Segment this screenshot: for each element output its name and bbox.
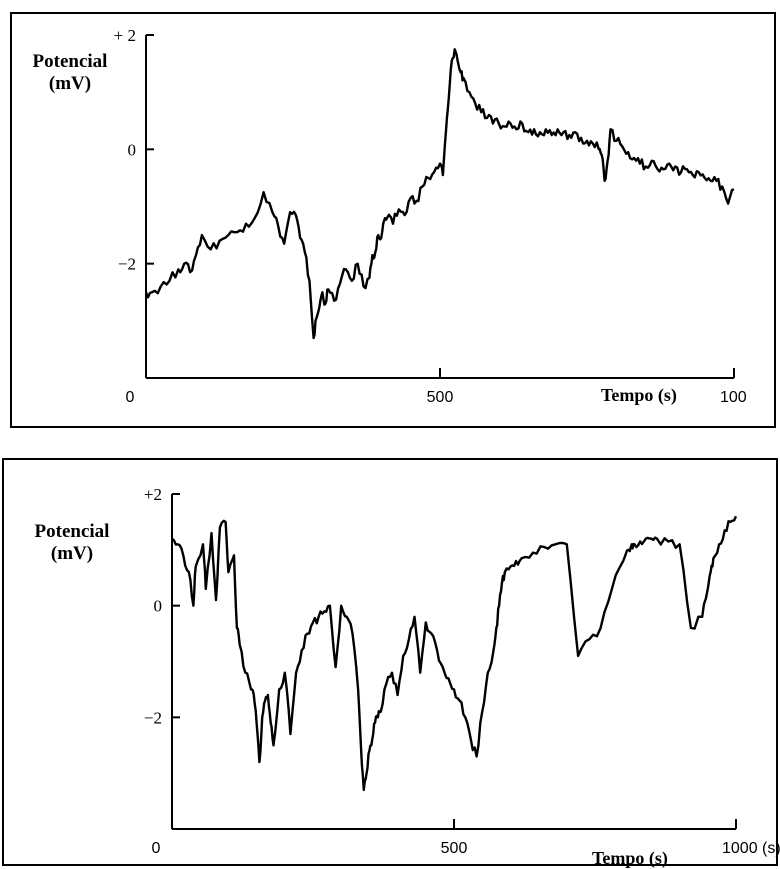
chart-2-y-tick-label: 0 xyxy=(154,597,163,616)
chart-2-x-tick-label: 0 xyxy=(152,840,161,857)
chart-1-y-axis-label-line2: (mV) xyxy=(48,73,92,94)
chart-2-x-axis-label: Tempo (s) xyxy=(592,848,668,868)
chart-2-y-axis-label: Potencial (mV) xyxy=(16,521,128,565)
chart-2-y-axis-label-line1: Potencial xyxy=(34,521,110,542)
chart-2-y-tick-label: +2 xyxy=(144,485,162,504)
chart-1-frame xyxy=(10,12,776,428)
chart-1-x-tick-label: 100 xyxy=(720,389,747,406)
chart-2-y-axis-label-line2: (mV) xyxy=(50,543,94,564)
chart-1-x-tick-label: 0 xyxy=(126,389,135,406)
chart-2-series-line xyxy=(171,515,738,792)
chart-1-y-tick-label: −2 xyxy=(118,255,136,274)
chart-2-frame xyxy=(2,458,778,866)
chart-1-y-tick-label: + 2 xyxy=(114,26,136,45)
chart-1-x-axis-label: Tempo (s) xyxy=(601,385,677,405)
chart-1-y-tick-label: 0 xyxy=(128,140,137,159)
chart-2-y-tick-label: −2 xyxy=(144,708,162,727)
chart-1-y-axis-label: Potencial (mV) xyxy=(14,51,126,95)
chart-1-series-line xyxy=(144,48,735,340)
chart-1-x-tick-label: 500 xyxy=(427,389,454,406)
chart-2-x-tick-label: 1000 (s) xyxy=(722,840,780,857)
chart-1-y-axis-label-line1: Potencial xyxy=(32,51,108,72)
chart-2-x-tick-label: 500 xyxy=(441,840,468,857)
